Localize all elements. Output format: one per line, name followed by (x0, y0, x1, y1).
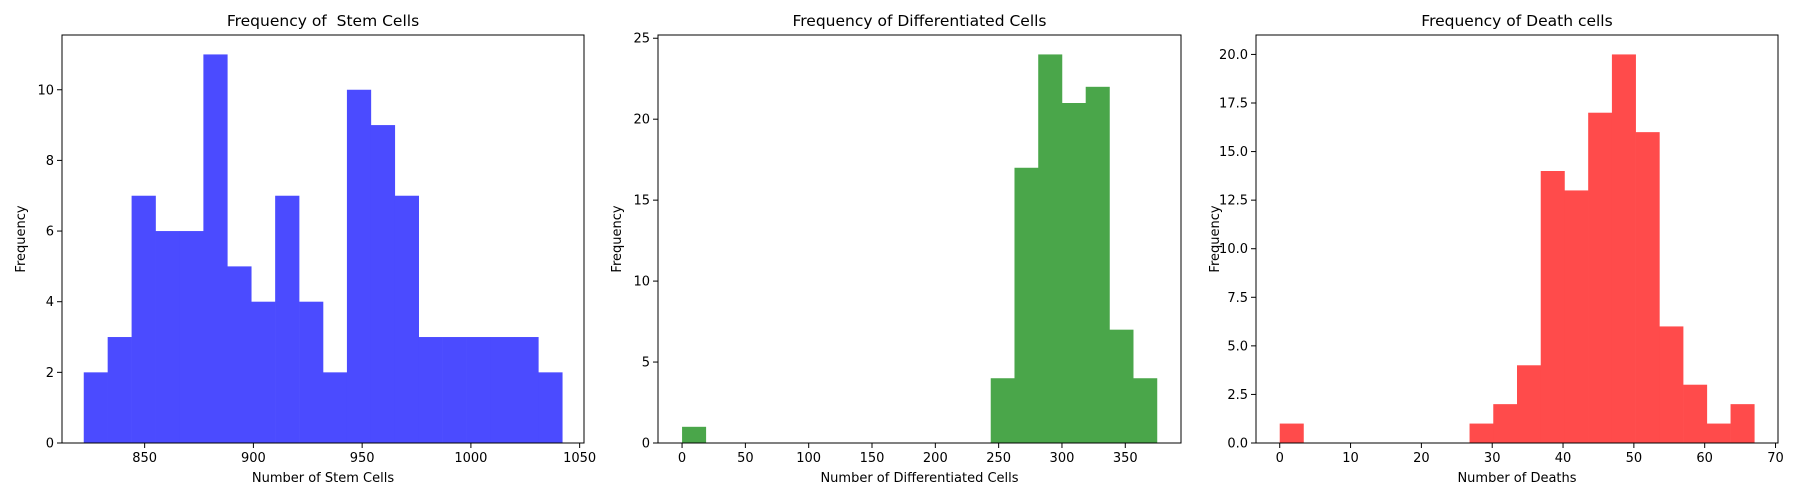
stem-bar-4 (179, 231, 204, 443)
differentiated-ytick-label-2: 10 (633, 275, 650, 290)
stem-bar-12 (370, 125, 396, 443)
stem-bar-19 (538, 372, 563, 443)
differentiated-ytick-label-4: 20 (633, 113, 650, 128)
stem-ytick-label-0: 0 (46, 437, 54, 452)
stem-ytick-label-3: 6 (46, 225, 54, 240)
differentiated-xtick-label-3: 150 (860, 451, 885, 466)
differentiated-bar-13 (990, 378, 1015, 443)
stem-bar-10 (323, 372, 348, 443)
death-bar-8 (1469, 423, 1494, 443)
death-cells-histogram: 0 10 20 30 40 50 60 70 0.0 2.5 5.0 7.5 10.0 12.5 15.0 1… (1208, 12, 1784, 486)
stem-bar-9 (299, 301, 324, 443)
death-x-axis-label: Number of Deaths (1457, 471, 1576, 486)
differentiated-xtick-label-7: 350 (1113, 451, 1138, 466)
death-chart-title: Frequency of Death cells (1421, 12, 1612, 30)
death-xtick-label-4: 40 (1555, 451, 1572, 466)
differentiated-xtick-label-5: 250 (986, 451, 1011, 466)
death-y-axis-label: Frequency (1208, 205, 1223, 272)
stem-bar-16 (466, 337, 491, 443)
stem-x-axis-label: Number of Stem Cells (252, 471, 394, 486)
differentiated-xtick-label-0: 0 (678, 451, 686, 466)
stem-bar-3 (155, 231, 180, 443)
differentiated-ytick-label-0: 0 (642, 437, 650, 452)
differentiated-bar-19 (1133, 378, 1158, 443)
differentiated-xtick-label-2: 100 (796, 451, 821, 466)
death-bar-15 (1635, 132, 1660, 443)
stem-bar-2 (131, 195, 156, 443)
stem-chart-title: Frequency of Stem Cells (227, 12, 419, 30)
death-axes-frame (1255, 34, 1779, 444)
death-ytick-label-0: 0.0 (1227, 437, 1248, 452)
differentiated-bar-14 (1014, 167, 1039, 443)
differentiated-bar-18 (1109, 329, 1134, 443)
stem-bar-1 (107, 337, 132, 443)
stem-ytick-label-5: 10 (37, 83, 54, 98)
stem-ytick-label-4: 8 (46, 154, 54, 169)
death-ytick-label-4: 10.0 (1219, 242, 1248, 257)
differentiated-chart-title: Frequency of Differentiated Cells (792, 12, 1046, 30)
death-ytick-label-6: 15.0 (1219, 145, 1248, 160)
death-bar-13 (1588, 112, 1613, 444)
stem-xtick-label-1: 900 (241, 451, 266, 466)
stem-y-axis-label: Frequency (14, 205, 29, 272)
differentiated-bar-0 (682, 426, 707, 443)
stem-xtick-label-4: 1050 (563, 451, 596, 466)
stem-bar-17 (490, 337, 515, 443)
stem-xtick-label-3: 1000 (454, 451, 487, 466)
stem-bar-11 (346, 89, 372, 443)
death-xtick-label-5: 50 (1626, 451, 1643, 466)
death-bar-12 (1564, 190, 1589, 443)
stem-bar-13 (394, 195, 419, 443)
stem-bar-6 (227, 266, 252, 443)
death-ytick-label-7: 17.5 (1219, 97, 1248, 112)
stem-bar-8 (275, 195, 300, 443)
differentiated-ytick-label-1: 5 (642, 356, 650, 371)
differentiated-bar-15 (1038, 54, 1063, 444)
stem-bar-14 (418, 337, 443, 443)
death-bar-0 (1279, 423, 1304, 443)
death-ytick-label-8: 20.0 (1219, 48, 1248, 63)
death-ytick-label-1: 2.5 (1227, 388, 1248, 403)
differentiated-xtick-label-4: 200 (923, 451, 948, 466)
death-bar-16 (1659, 326, 1684, 443)
death-bar-18 (1706, 423, 1731, 443)
differentiated-y-axis-label: Frequency (610, 205, 625, 272)
stem-bar-7 (251, 301, 276, 443)
stem-cells-histogram: 850 900 950 1000 1050 0 2 4 6 8 10 Frequency of Ste… (14, 12, 596, 486)
death-ytick-label-5: 12.5 (1219, 194, 1248, 209)
death-bar-9 (1493, 404, 1518, 443)
stem-bar-18 (514, 337, 539, 443)
death-xtick-label-7: 70 (1767, 451, 1784, 466)
stem-ytick-label-1: 2 (46, 366, 54, 381)
death-xtick-label-3: 30 (1484, 451, 1501, 466)
differentiated-cells-histogram: 0 50 100 150 200 250 300 350 0 5 10 15 20 25 Frequency… (610, 12, 1182, 486)
stem-xtick-label-2: 950 (350, 451, 375, 466)
stem-ytick-label-2: 4 (46, 295, 54, 310)
death-xtick-label-6: 60 (1696, 451, 1713, 466)
stem-bar-0 (83, 372, 108, 443)
death-ytick-label-3: 7.5 (1227, 291, 1248, 306)
death-ytick-label-2: 5.0 (1227, 339, 1248, 354)
death-bar-17 (1683, 384, 1708, 443)
stem-axes-frame (61, 34, 585, 444)
death-xtick-label-2: 20 (1413, 451, 1430, 466)
differentiated-xtick-label-1: 50 (737, 451, 754, 466)
death-xtick-label-0: 0 (1276, 451, 1284, 466)
differentiated-ytick-label-5: 25 (633, 32, 650, 47)
stem-bar-15 (442, 337, 467, 443)
differentiated-xtick-label-6: 300 (1050, 451, 1075, 466)
differentiated-bar-17 (1085, 86, 1110, 443)
death-xtick-label-1: 10 (1342, 451, 1359, 466)
stem-bar-5 (203, 54, 228, 444)
death-bar-14 (1611, 54, 1636, 444)
death-bar-19 (1730, 404, 1755, 443)
death-bar-10 (1517, 365, 1542, 443)
differentiated-ytick-label-3: 15 (633, 194, 650, 209)
differentiated-bar-16 (1061, 103, 1086, 443)
differentiated-x-axis-label: Number of Differentiated Cells (820, 471, 1018, 486)
death-bar-11 (1540, 171, 1565, 443)
differentiated-axes-frame (657, 34, 1182, 444)
stem-xtick-label-0: 850 (132, 451, 157, 466)
